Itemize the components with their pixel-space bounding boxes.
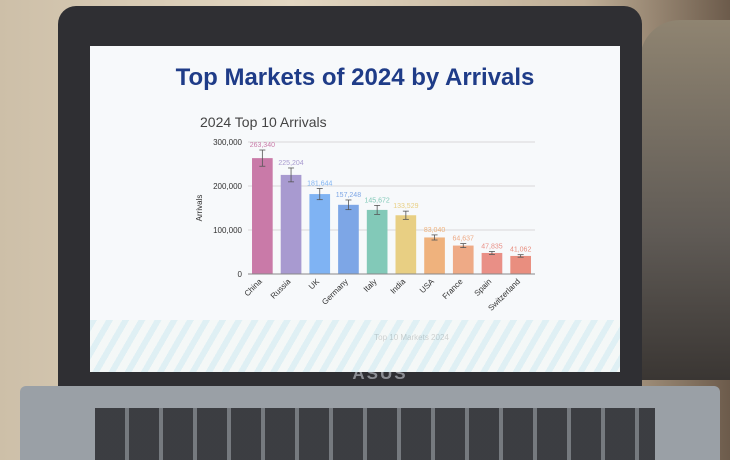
data-label: 64,637 xyxy=(453,236,475,243)
x-tick-label: USA xyxy=(418,277,436,295)
bar-switzerland xyxy=(510,255,531,274)
decorative-coral-border xyxy=(90,320,620,372)
bar-usa xyxy=(424,237,445,274)
y-tick-label: 200,000 xyxy=(213,182,242,191)
data-label: 157,248 xyxy=(336,192,361,199)
y-tick-label: 100,000 xyxy=(213,226,242,235)
y-tick-label: 300,000 xyxy=(213,138,242,147)
bar-russia xyxy=(280,174,302,274)
x-tick-label: Italy xyxy=(362,277,379,294)
slide-title: Top Markets of 2024 by Arrivals xyxy=(175,64,535,91)
y-tick-label: 0 xyxy=(238,270,243,279)
data-label: 263,340 xyxy=(250,142,275,149)
data-label: 133,529 xyxy=(393,203,418,210)
data-label: 181,644 xyxy=(307,180,332,187)
bar-chart: 0 100,000 200,000 300,000 Arrivals 263,340 Chi… xyxy=(195,138,535,342)
bar-india xyxy=(395,215,417,274)
data-label: 145,672 xyxy=(364,197,389,204)
x-tick-label: Germany xyxy=(320,277,350,307)
x-tick-label: Russia xyxy=(269,277,293,301)
bar-china xyxy=(252,158,273,274)
laptop-screen: Top Markets of 2024 by Arrivals 2024 Top… xyxy=(90,46,620,372)
x-tick-label: China xyxy=(243,277,265,299)
data-label: 47,835 xyxy=(481,243,503,250)
bar-italy xyxy=(366,209,388,274)
data-label: 83,040 xyxy=(424,227,446,234)
x-tick-label: India xyxy=(389,277,408,296)
data-label: 225,204 xyxy=(278,160,303,167)
bar-germany xyxy=(338,204,359,274)
background-person xyxy=(640,20,730,380)
chart-title: 2024 Top 10 Arrivals xyxy=(200,114,327,130)
data-label: 41,062 xyxy=(510,247,532,254)
x-tick-label: UK xyxy=(307,277,322,292)
y-axis-label: Arrivals xyxy=(195,195,204,222)
bar-france xyxy=(452,245,474,274)
bar-spain xyxy=(481,252,503,274)
keyboard xyxy=(95,408,655,460)
x-tick-label: France xyxy=(441,277,465,301)
x-tick-label: Spain xyxy=(473,277,494,298)
bar-uk xyxy=(309,194,331,274)
